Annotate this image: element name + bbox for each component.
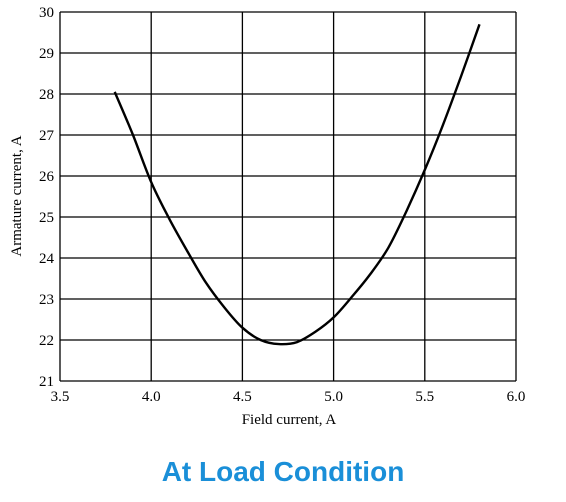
y-axis-label: Armature current, A <box>9 135 25 256</box>
x-tick-labels: 3.5 4.0 4.5 5.0 5.5 6.0 <box>51 389 526 405</box>
y-tick-label: 21 <box>39 374 54 390</box>
grid-lines <box>59 11 517 382</box>
curve-layer <box>113 23 481 346</box>
y-tick-labels: 21 22 23 24 25 26 27 28 29 30 <box>39 5 55 390</box>
y-tick-label: 23 <box>39 292 54 308</box>
x-tick-label: 6.0 <box>507 389 526 405</box>
x-tick-label: 4.0 <box>142 389 161 405</box>
armature-current-curve <box>113 23 481 346</box>
y-tick-label: 25 <box>39 210 54 226</box>
y-tick-label: 30 <box>39 5 54 21</box>
y-tick-label: 26 <box>39 169 55 185</box>
y-tick-label: 29 <box>39 46 54 62</box>
x-axis-label: Field current, A <box>242 412 337 428</box>
y-tick-label: 24 <box>39 251 55 267</box>
y-tick-label: 27 <box>39 128 55 144</box>
x-tick-label: 5.0 <box>324 389 343 405</box>
y-tick-label: 28 <box>39 87 54 103</box>
x-tick-label: 3.5 <box>51 389 70 405</box>
x-tick-label: 5.5 <box>415 389 434 405</box>
y-tick-label: 22 <box>39 333 54 349</box>
chart-caption: At Load Condition <box>161 456 405 487</box>
x-tick-label: 4.5 <box>233 389 252 405</box>
